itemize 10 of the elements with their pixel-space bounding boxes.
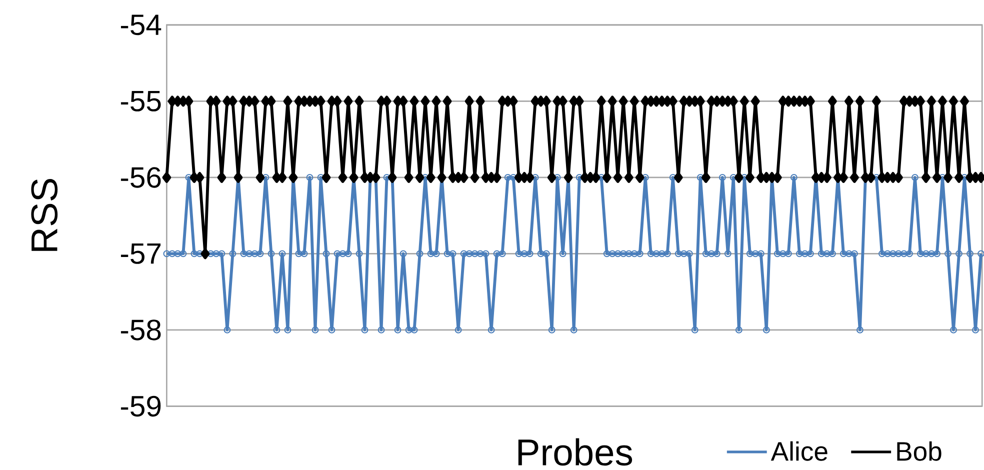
y-tick-label: -58 xyxy=(120,320,161,340)
y-tick-label: -54 xyxy=(120,14,162,36)
y-tick-label: -59 xyxy=(120,396,161,417)
y-tick-label: -55 xyxy=(120,90,161,112)
x-axis-title: Probes xyxy=(518,438,632,466)
legend-label: Alice xyxy=(770,441,828,461)
legend-label: Bob xyxy=(897,441,942,461)
y-tick-label: -57 xyxy=(120,243,161,264)
y-axis-title: RSS xyxy=(31,178,58,251)
y-tick-label: -56 xyxy=(120,167,161,188)
